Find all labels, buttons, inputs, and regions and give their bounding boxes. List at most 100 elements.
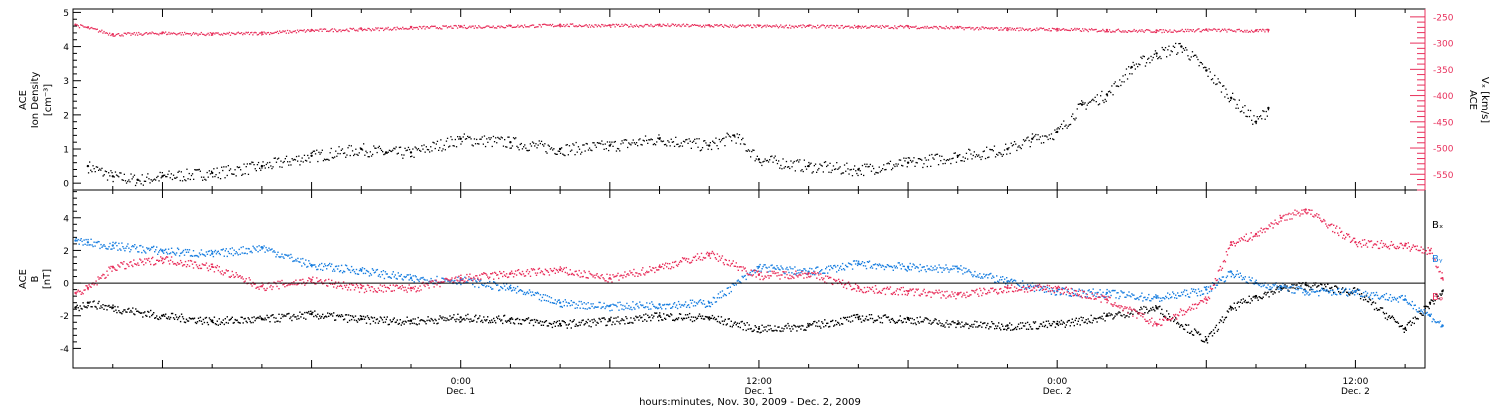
data-point <box>411 155 413 157</box>
data-point <box>1246 29 1248 31</box>
data-point <box>902 321 904 323</box>
data-point <box>925 159 927 161</box>
data-point <box>626 302 628 305</box>
data-point <box>878 263 881 265</box>
data-point <box>1324 289 1326 291</box>
data-point <box>83 26 85 28</box>
data-point-key <box>658 314 661 317</box>
data-point <box>366 152 368 154</box>
data-point <box>773 329 775 332</box>
data-point <box>1168 45 1170 47</box>
data-point <box>400 28 403 30</box>
data-point <box>672 23 674 25</box>
data-point <box>632 301 634 303</box>
data-point <box>511 289 514 291</box>
data-point <box>1093 294 1095 296</box>
data-point <box>737 136 739 139</box>
data-point <box>334 265 337 268</box>
data-point <box>1265 29 1267 31</box>
data-point <box>556 301 558 303</box>
data-point <box>1097 30 1099 32</box>
data-point <box>1153 53 1155 55</box>
data-point <box>1303 289 1305 291</box>
data-point <box>888 27 890 29</box>
data-point <box>197 317 200 319</box>
data-point <box>1116 85 1119 87</box>
data-point <box>1018 145 1020 147</box>
data-point <box>101 29 103 31</box>
data-point <box>1051 323 1054 325</box>
data-point <box>876 319 879 321</box>
data-point <box>651 139 653 141</box>
data-point <box>430 317 432 320</box>
data-point <box>1007 284 1009 286</box>
data-point <box>1004 27 1007 29</box>
data-point <box>1127 294 1129 297</box>
data-point <box>144 32 147 34</box>
data-point <box>201 253 204 255</box>
data-point <box>1299 287 1301 289</box>
data-point <box>175 33 177 35</box>
data-point-key <box>1056 322 1059 326</box>
data-point <box>970 153 972 155</box>
data-point <box>487 141 489 143</box>
data-point <box>307 312 309 314</box>
data-point <box>599 142 601 144</box>
data-point <box>628 26 630 28</box>
data-point <box>233 32 235 35</box>
data-point-key <box>658 137 661 140</box>
data-point <box>769 270 771 272</box>
data-point <box>1237 273 1239 275</box>
data-point <box>1150 300 1152 302</box>
data-point <box>295 155 298 158</box>
data-point <box>224 33 226 35</box>
data-point <box>660 306 662 308</box>
data-point <box>676 143 678 146</box>
data-point <box>813 321 815 323</box>
data-point <box>542 324 545 326</box>
data-point <box>855 314 858 316</box>
data-point <box>235 319 237 322</box>
data-point <box>1006 277 1008 279</box>
data-point <box>936 322 938 324</box>
data-point <box>1266 115 1268 117</box>
data-point <box>1039 136 1041 138</box>
data-point <box>318 318 320 320</box>
data-point <box>848 173 850 175</box>
data-point <box>412 275 414 277</box>
data-point <box>792 328 794 330</box>
data-point <box>713 297 716 299</box>
data-point <box>342 152 345 155</box>
data-point <box>1234 275 1236 278</box>
data-point <box>881 322 884 324</box>
data-point <box>229 318 231 321</box>
data-point <box>931 322 933 324</box>
data-point <box>247 173 250 175</box>
data-point <box>505 146 507 148</box>
data-point <box>794 170 796 172</box>
data-point <box>870 25 872 27</box>
data-point <box>835 320 837 322</box>
data-point <box>827 164 829 166</box>
data-point <box>387 151 389 153</box>
data-point <box>1041 325 1044 327</box>
data-point <box>477 278 479 280</box>
data-point <box>1032 285 1035 287</box>
data-point <box>405 149 407 152</box>
data-point <box>1436 321 1438 323</box>
data-point <box>519 323 522 325</box>
data-point <box>1197 288 1200 290</box>
data-point <box>1340 291 1342 294</box>
data-point <box>154 32 157 35</box>
data-point-key <box>732 134 736 137</box>
data-point <box>273 157 275 159</box>
data-point <box>619 323 621 325</box>
data-point <box>1430 299 1432 301</box>
data-point <box>1387 316 1390 318</box>
data-point <box>350 265 353 268</box>
data-point <box>103 30 105 33</box>
data-point <box>290 31 292 33</box>
data-point <box>1171 51 1173 53</box>
data-point <box>482 26 484 29</box>
data-point <box>349 154 351 157</box>
